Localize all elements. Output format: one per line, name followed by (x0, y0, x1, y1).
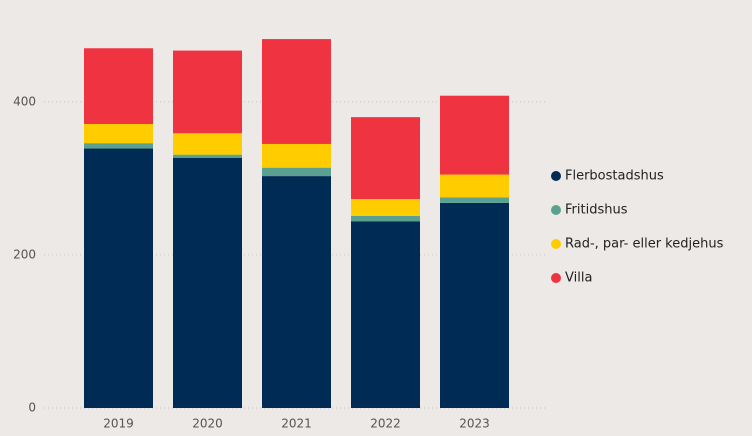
bar-segment (173, 154, 242, 158)
x-tick-label: 2022 (370, 417, 401, 431)
bar-segment (84, 143, 153, 149)
x-tick-label: 2021 (281, 417, 312, 431)
legend-marker (551, 171, 561, 181)
legend-label: Fritidshus (565, 203, 628, 218)
y-tick-label: 0 (28, 401, 36, 415)
bar-segment (440, 174, 509, 198)
legend-label: Rad-, par- eller kedjehus (565, 237, 724, 252)
x-tick-label: 2020 (192, 417, 223, 431)
bar-segment (262, 176, 331, 408)
bar-segment (440, 197, 509, 203)
legend-marker (551, 205, 561, 215)
x-tick-label: 2023 (459, 417, 490, 431)
bar-segment (262, 167, 331, 177)
bar-segment (84, 148, 153, 409)
bar-segment (173, 50, 242, 134)
bar-segment (351, 215, 420, 222)
legend-marker (551, 239, 561, 249)
bar-segment (262, 39, 331, 144)
bar-segment (173, 157, 242, 408)
bar-segment (440, 95, 509, 175)
x-tick-label: 2019 (103, 417, 134, 431)
y-tick-label: 200 (13, 247, 36, 261)
y-tick-label: 400 (13, 94, 36, 108)
bar-segment (173, 133, 242, 155)
legend-label: Flerbostadshus (565, 169, 664, 184)
bar-segment (351, 117, 420, 200)
bar-segment (84, 124, 153, 144)
bar-segment (351, 221, 420, 408)
legend-label: Villa (565, 271, 592, 286)
bar-segment (262, 143, 331, 168)
legend-marker (551, 273, 561, 283)
bar-segment (440, 202, 509, 408)
bar-segment (84, 48, 153, 125)
bar-segment (351, 199, 420, 216)
